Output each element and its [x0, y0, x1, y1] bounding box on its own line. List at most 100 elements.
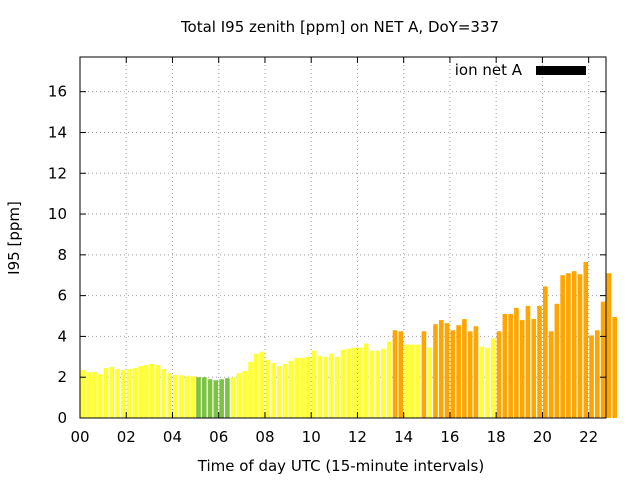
bar	[300, 357, 305, 418]
bar	[282, 363, 288, 418]
bar	[456, 325, 461, 418]
bar	[583, 261, 589, 418]
bar	[311, 350, 317, 418]
bar	[207, 379, 213, 418]
bar	[358, 347, 363, 418]
bar	[178, 375, 184, 418]
y-tick-label: 16	[48, 83, 67, 101]
bar	[479, 346, 485, 418]
y-axis-title: I95 [ppm]	[5, 201, 23, 275]
x-tick-label: 06	[209, 428, 228, 446]
chart-title: Total I95 zenith [ppm] on NET A, DoY=337	[180, 18, 499, 36]
bar	[317, 355, 323, 418]
bar	[190, 376, 196, 418]
bar	[306, 356, 311, 418]
bar	[537, 305, 542, 418]
x-tick-label: 20	[533, 428, 552, 446]
bar	[294, 357, 300, 418]
bar	[201, 377, 207, 418]
y-tick-label: 14	[48, 123, 67, 141]
bar	[155, 364, 161, 418]
x-tick-label: 18	[487, 428, 506, 446]
bar	[352, 347, 357, 418]
bar	[421, 331, 427, 418]
bar	[519, 320, 525, 418]
bar	[612, 317, 617, 418]
bar	[80, 370, 86, 418]
bar	[560, 275, 565, 418]
bar	[433, 324, 438, 418]
bar	[121, 370, 126, 418]
bar	[404, 344, 409, 418]
bar	[323, 356, 328, 418]
bar	[109, 367, 115, 418]
bar	[514, 307, 519, 418]
bar	[415, 344, 421, 418]
bar	[485, 347, 490, 418]
legend: ion net A	[455, 61, 586, 79]
bar	[462, 319, 467, 418]
bar	[242, 371, 248, 418]
bar	[236, 373, 242, 418]
bar	[566, 273, 571, 418]
y-tick-label: 8	[57, 246, 67, 264]
bar	[369, 350, 375, 418]
bar	[126, 369, 132, 418]
bar	[381, 348, 386, 418]
bar	[329, 353, 334, 418]
bar	[230, 377, 236, 418]
y-tick-label: 2	[57, 368, 67, 386]
bar	[554, 303, 560, 418]
bar	[144, 364, 149, 418]
bar	[467, 331, 473, 418]
bar	[213, 380, 219, 418]
bar	[473, 326, 479, 418]
bar	[392, 330, 398, 418]
bar	[410, 344, 415, 418]
bar	[444, 323, 450, 418]
bar	[196, 377, 201, 418]
y-tick-label: 12	[48, 164, 67, 182]
bar	[288, 360, 294, 418]
bar	[548, 331, 554, 418]
bar	[490, 338, 496, 418]
x-tick-label: 22	[579, 428, 598, 446]
legend-swatch	[536, 66, 586, 75]
bar	[346, 348, 352, 418]
bar	[167, 373, 172, 418]
x-tick-label: 08	[255, 428, 274, 446]
x-tick-label: 12	[348, 428, 367, 446]
bar	[438, 320, 444, 418]
bar	[450, 330, 456, 418]
x-tick-label: 16	[440, 428, 459, 446]
bar	[103, 368, 109, 418]
legend-label: ion net A	[455, 61, 523, 79]
bar	[398, 331, 404, 418]
bar	[92, 372, 97, 418]
bar	[502, 313, 508, 418]
bar	[542, 286, 548, 418]
bar	[508, 313, 513, 418]
x-tick-label: 04	[163, 428, 182, 446]
y-tick-label: 10	[48, 205, 67, 223]
bar	[606, 273, 612, 418]
y-tick-label: 0	[57, 409, 67, 427]
bar	[577, 274, 583, 418]
bar	[595, 330, 600, 418]
bar	[363, 343, 369, 418]
bar	[589, 335, 594, 418]
bar	[386, 341, 392, 418]
x-tick-label: 02	[117, 428, 136, 446]
bar	[375, 350, 380, 418]
x-axis-title: Time of day UTC (15-minute intervals)	[197, 457, 484, 475]
bar	[132, 368, 138, 418]
x-tick-label: 00	[70, 428, 89, 446]
bar	[115, 369, 120, 418]
bar	[340, 349, 346, 418]
bar	[173, 375, 178, 418]
x-tick-label: 10	[302, 428, 321, 446]
bar	[525, 305, 531, 418]
bar	[149, 363, 155, 418]
